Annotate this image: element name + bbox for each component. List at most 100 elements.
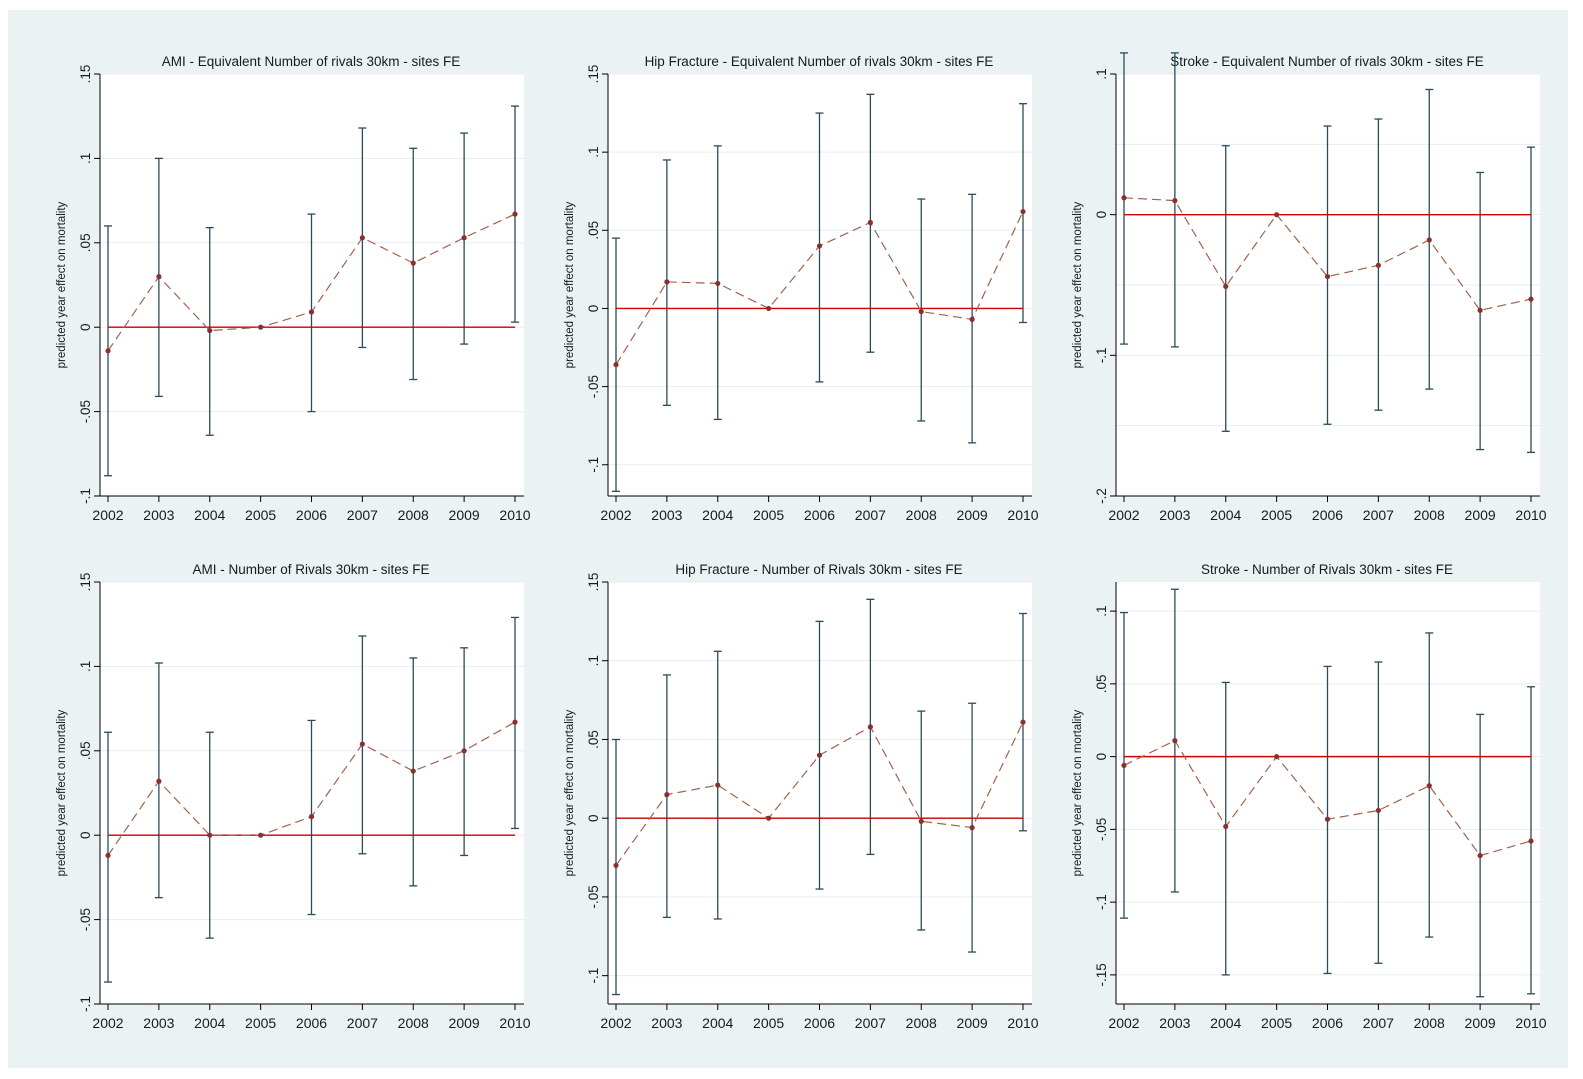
- x-tick-label: 2002: [600, 507, 631, 523]
- y-tick-label: -.05: [78, 400, 93, 423]
- x-tick-label: 2003: [651, 507, 682, 523]
- y-axis-label: predicted year effect on mortality: [56, 201, 68, 368]
- data-point: [1528, 838, 1534, 844]
- data-point: [715, 782, 721, 788]
- y-tick-label: 0: [586, 305, 601, 313]
- figure-background: AMI - Equivalent Number of rivals 30km -…: [8, 10, 1568, 1068]
- data-point: [359, 235, 365, 241]
- x-tick-label: 2005: [1261, 1015, 1292, 1031]
- y-tick-label: -.1: [586, 968, 601, 984]
- x-tick-label: 2006: [296, 1015, 327, 1031]
- x-tick-label: 2008: [398, 1015, 429, 1031]
- y-tick-label: .05: [78, 741, 93, 760]
- data-point: [1375, 262, 1381, 268]
- data-point: [105, 348, 111, 354]
- data-point: [1274, 754, 1280, 760]
- data-point: [1528, 296, 1534, 302]
- x-tick-label: 2003: [1159, 1015, 1190, 1031]
- data-point: [816, 752, 823, 758]
- y-tick-label: -.1: [78, 488, 93, 504]
- chart-panel-hip-equivalent: Hip Fracture - Equivalent Number of riva…: [516, 10, 1039, 523]
- x-tick-label: 2006: [296, 507, 327, 523]
- y-tick-label: -.1: [1094, 347, 1109, 363]
- x-tick-label: 2008: [906, 507, 937, 523]
- x-tick-label: 2009: [1465, 1015, 1496, 1031]
- x-tick-label: 2004: [1210, 1015, 1241, 1031]
- data-point: [207, 327, 213, 334]
- data-point: [308, 814, 315, 820]
- chart-title: Stroke - Number of Rivals 30km - sites F…: [1201, 562, 1453, 577]
- x-tick-label: 2005: [245, 1015, 276, 1031]
- data-point: [258, 324, 264, 330]
- data-point: [1020, 719, 1026, 725]
- y-tick-label: .15: [586, 573, 601, 592]
- x-tick-label: 2010: [1007, 507, 1038, 523]
- data-point: [1020, 208, 1026, 215]
- chart-plot: -.2 -.1 0 .1 2002 2003 2004 2005 2006 2007 2008 200…: [1094, 52, 1547, 523]
- y-tick-label: .1: [78, 661, 93, 672]
- data-point: [1426, 783, 1432, 789]
- x-tick-label: 2002: [92, 507, 123, 523]
- data-point: [969, 316, 975, 322]
- x-tick-label: 2004: [1210, 507, 1241, 523]
- data-point: [969, 825, 975, 831]
- data-point: [867, 219, 873, 226]
- x-tick-label: 2006: [1312, 507, 1343, 523]
- x-tick-label: 2009: [1465, 507, 1496, 523]
- data-point: [1223, 823, 1229, 830]
- y-axis-label: predicted year effect on mortality: [564, 201, 576, 368]
- chart-svg: AMI - Number of Rivals 30km - sites FE p…: [56, 562, 531, 1031]
- y-tick-label: -.1: [1094, 894, 1109, 910]
- x-tick-label: 2004: [194, 1015, 225, 1031]
- x-tick-label: 2002: [92, 1015, 123, 1031]
- x-tick-label: 2003: [143, 1015, 174, 1031]
- data-point: [766, 305, 772, 312]
- data-point: [105, 852, 111, 859]
- x-tick-label: 2002: [600, 1015, 631, 1031]
- chart-panel-ami-number: AMI - Number of Rivals 30km - sites FE p…: [8, 518, 531, 1031]
- x-tick-label: 2006: [804, 1015, 835, 1031]
- y-tick-label: .15: [78, 573, 93, 592]
- data-point: [1324, 273, 1331, 280]
- chart-svg: Hip Fracture - Equivalent Number of riva…: [564, 54, 1039, 523]
- x-tick-label: 2003: [143, 507, 174, 523]
- chart-panel-ami-equivalent: AMI - Equivalent Number of rivals 30km -…: [8, 10, 531, 523]
- data-point: [766, 815, 772, 821]
- x-tick-label: 2010: [1007, 1015, 1038, 1031]
- x-tick-label: 2003: [1159, 507, 1190, 523]
- data-point: [410, 260, 416, 266]
- y-tick-label: -.05: [586, 375, 601, 398]
- x-tick-label: 2004: [702, 507, 733, 523]
- data-point: [1324, 816, 1331, 822]
- data-point: [816, 243, 823, 249]
- x-tick-label: 2005: [753, 507, 784, 523]
- x-tick-label: 2005: [245, 507, 276, 523]
- x-tick-label: 2002: [1108, 507, 1139, 523]
- y-tick-label: .15: [78, 65, 93, 84]
- chart-plot: -.15 -.1 -.05 0 .05 .1 2002 2003 2004 2005 2006 200…: [1094, 582, 1547, 1031]
- data-point: [613, 362, 619, 368]
- data-point: [664, 791, 670, 798]
- data-point: [258, 832, 264, 838]
- data-point: [867, 724, 873, 730]
- x-tick-label: 2008: [1414, 507, 1445, 523]
- y-tick-label: 0: [1094, 211, 1109, 219]
- data-point: [1121, 762, 1127, 768]
- y-tick-label: .15: [586, 65, 601, 84]
- data-point: [207, 832, 213, 838]
- x-tick-label: 2009: [449, 507, 480, 523]
- y-axis-label: predicted year effect on mortality: [564, 709, 576, 876]
- x-tick-label: 2008: [398, 507, 429, 523]
- x-tick-label: 2006: [1312, 1015, 1343, 1031]
- x-tick-label: 2007: [1363, 1015, 1394, 1031]
- chart-title: Hip Fracture - Equivalent Number of riva…: [645, 54, 994, 69]
- chart-panel-stroke-number: Stroke - Number of Rivals 30km - sites F…: [1024, 518, 1547, 1031]
- x-tick-label: 2006: [804, 507, 835, 523]
- chart-title: Stroke - Equivalent Number of rivals 30k…: [1170, 54, 1484, 69]
- x-tick-label: 2007: [855, 507, 886, 523]
- data-point: [1274, 212, 1280, 218]
- chart-title: AMI - Equivalent Number of rivals 30km -…: [162, 54, 461, 69]
- y-tick-label: .05: [1094, 674, 1109, 693]
- data-point: [1375, 807, 1381, 814]
- x-tick-label: 2009: [957, 1015, 988, 1031]
